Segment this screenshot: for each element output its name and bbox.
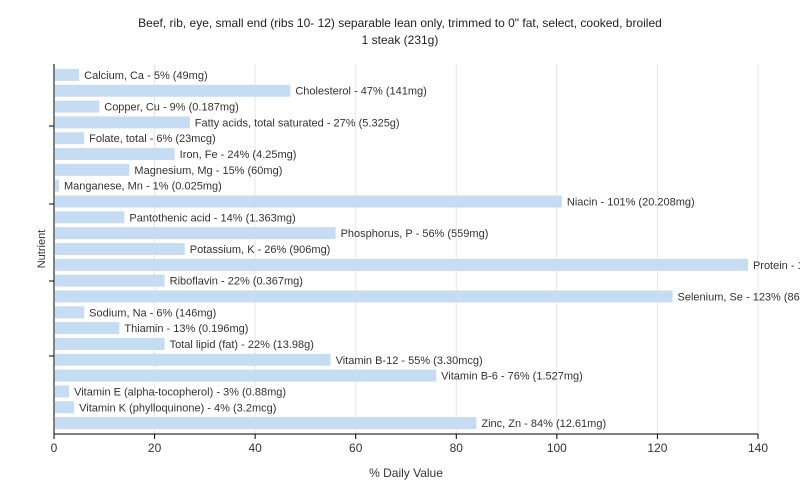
bar [55, 417, 477, 430]
bar [55, 227, 336, 240]
y-axis-label: Nutrient [36, 230, 48, 269]
bar-label: Iron, Fe - 24% (4.25mg) [180, 149, 297, 161]
bar [55, 274, 165, 287]
bar-label: Niacin - 101% (20.208mg) [567, 197, 695, 209]
bar [55, 290, 673, 303]
bar [55, 68, 80, 81]
bar-label: Cholesterol - 47% (141mg) [295, 86, 426, 98]
bar-label: Protein - 138% (69.14g) [753, 260, 800, 272]
bar [55, 401, 75, 414]
x-tick-label: 140 [748, 441, 768, 455]
bar [55, 179, 60, 192]
bar-label: Thiamin - 13% (0.196mg) [124, 323, 248, 335]
bar-label: Vitamin B-12 - 55% (3.30mcg) [336, 355, 483, 367]
bar-label: Copper, Cu - 9% (0.187mg) [104, 102, 239, 114]
x-axis-label: % Daily Value [369, 466, 443, 480]
bar-label: Vitamin B-6 - 76% (1.527mg) [441, 371, 583, 383]
bar [55, 353, 331, 366]
bar [55, 369, 437, 382]
bar-label: Phosphorus, P - 56% (559mg) [341, 228, 489, 240]
bar-label: Total lipid (fat) - 22% (13.98g) [170, 339, 314, 351]
bar [55, 337, 165, 350]
bar [55, 148, 175, 161]
bar-label: Riboflavin - 22% (0.367mg) [170, 276, 303, 288]
bar-label: Folate, total - 6% (23mcg) [89, 133, 216, 145]
x-tick-label: 40 [248, 441, 262, 455]
bar [55, 116, 190, 129]
bar-label: Fatty acids, total saturated - 27% (5.32… [195, 117, 400, 129]
bar [55, 84, 291, 97]
bar [55, 306, 85, 319]
x-tick-label: 80 [450, 441, 464, 455]
bar-label: Potassium, K - 26% (906mg) [190, 244, 331, 256]
x-tick-label: 0 [51, 441, 58, 455]
bar [55, 163, 130, 176]
bar [55, 243, 185, 255]
chart-title: Beef, rib, eye, small end (ribs 10- 12) … [138, 16, 662, 30]
bar [55, 258, 748, 271]
bar-label: Vitamin K (phylloquinone) - 4% (3.2mcg) [79, 402, 276, 414]
bar-label: Calcium, Ca - 5% (49mg) [84, 70, 207, 82]
x-tick-label: 100 [547, 441, 567, 455]
bar-label: Pantothenic acid - 14% (1.363mg) [129, 212, 295, 224]
bar-label: Manganese, Mn - 1% (0.025mg) [64, 181, 222, 193]
x-tick-label: 20 [148, 441, 162, 455]
bar-label: Zinc, Zn - 84% (12.61mg) [481, 418, 606, 430]
x-tick-label: 120 [647, 441, 667, 455]
bar [55, 195, 562, 208]
bar-label: Vitamin E (alpha-tocopherol) - 3% (0.88m… [74, 386, 286, 398]
bar-label: Magnesium, Mg - 15% (60mg) [134, 165, 282, 177]
chart-subtitle: 1 steak (231g) [361, 33, 439, 47]
bar [55, 100, 100, 113]
bar [55, 211, 125, 224]
bar-label: Sodium, Na - 6% (146mg) [89, 307, 216, 319]
bar [55, 132, 85, 145]
bar [55, 322, 120, 335]
bar-label: Selenium, Se - 123% (86.2mcg) [678, 291, 800, 303]
x-tick-label: 60 [349, 441, 363, 455]
bar [55, 385, 70, 398]
